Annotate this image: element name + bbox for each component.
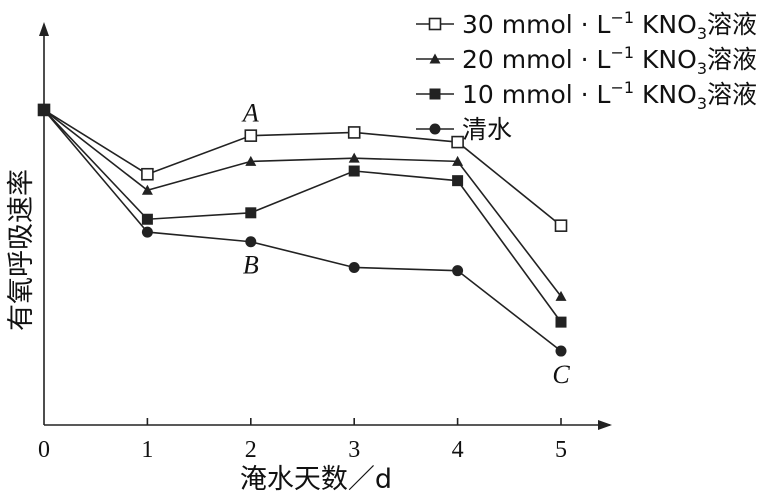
x-tick-labels: 0 1 2 3 4 5 <box>38 418 567 463</box>
legend-label: 30 mmol · L−1 KNO3溶液 <box>462 8 757 43</box>
y-axis-arrow <box>39 22 49 36</box>
data-point <box>555 345 567 357</box>
annotation-B: B <box>243 251 259 280</box>
legend-label: 10 mmol · L−1 KNO3溶液 <box>462 78 757 113</box>
data-point <box>451 135 464 149</box>
series-line <box>43 109 562 352</box>
data-point <box>348 152 360 163</box>
legend-item: 20 mmol · L−1 KNO3溶液 <box>416 43 757 78</box>
data-point <box>348 261 360 273</box>
x-axis-label: 淹水天数／d <box>240 464 392 495</box>
data-point <box>452 155 464 166</box>
y-axis-label: 有氧呼吸速率 <box>6 169 37 331</box>
annotations: A B C <box>241 99 570 389</box>
data-point <box>244 129 258 142</box>
legend-marker <box>429 123 441 135</box>
legend-label: 20 mmol · L−1 KNO3溶液 <box>462 43 757 78</box>
data-point <box>141 167 154 181</box>
data-point <box>452 175 464 187</box>
series-line <box>43 109 562 323</box>
legend-marker <box>429 88 441 100</box>
data-point <box>245 207 257 219</box>
data-point <box>554 219 568 232</box>
x-tick-label: 0 <box>38 437 50 463</box>
x-axis-arrow <box>598 420 612 430</box>
x-tick-label: 5 <box>555 437 567 463</box>
data-point <box>245 236 257 248</box>
data-point <box>452 265 464 277</box>
legend-item: 30 mmol · L−1 KNO3溶液 <box>416 8 757 43</box>
annotation-A: A <box>241 99 259 128</box>
annotation-C: C <box>552 360 570 389</box>
legend-marker <box>428 17 442 31</box>
x-tick-label: 3 <box>348 437 360 463</box>
legend-marker <box>429 53 441 64</box>
x-tick-label: 4 <box>452 437 464 463</box>
series-line <box>43 109 562 227</box>
series-group <box>37 103 568 357</box>
series-4 <box>43 109 567 357</box>
data-point <box>555 290 567 301</box>
data-point <box>245 155 257 166</box>
origin-point <box>37 103 51 117</box>
x-tick-label: 1 <box>141 437 153 463</box>
series-3 <box>43 109 567 328</box>
data-point <box>141 226 153 238</box>
data-point <box>141 184 153 195</box>
data-point <box>348 165 360 177</box>
legend-item: 清水 <box>416 115 512 144</box>
legend-item: 10 mmol · L−1 KNO3溶液 <box>416 78 757 113</box>
series-2 <box>43 109 567 301</box>
data-point <box>555 316 567 328</box>
series-line <box>43 109 562 297</box>
x-tick-label: 2 <box>245 437 257 463</box>
series-1 <box>43 109 568 232</box>
data-point <box>141 213 153 225</box>
legend-label: 清水 <box>462 115 512 144</box>
data-point <box>347 126 361 139</box>
axes <box>39 22 612 430</box>
